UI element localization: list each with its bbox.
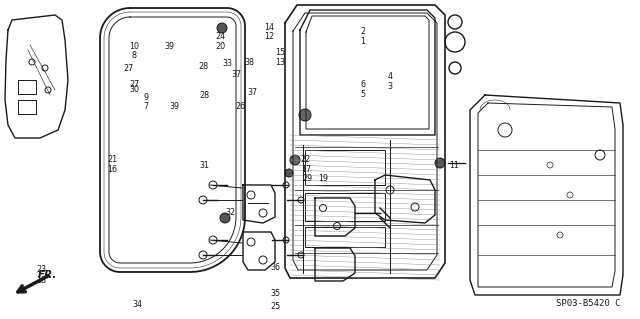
Text: 9: 9 — [143, 93, 148, 102]
Text: SP03-B5420 C: SP03-B5420 C — [556, 299, 620, 308]
Circle shape — [217, 23, 227, 33]
Text: 24: 24 — [216, 32, 226, 41]
Text: 19: 19 — [318, 174, 328, 183]
Text: 27: 27 — [123, 64, 133, 73]
Text: FR.: FR. — [38, 270, 58, 280]
Text: 37: 37 — [248, 88, 258, 97]
Text: 11: 11 — [449, 161, 460, 170]
Text: 17: 17 — [301, 165, 311, 174]
Circle shape — [290, 155, 300, 165]
Text: 27: 27 — [129, 80, 140, 89]
Text: 6: 6 — [360, 80, 365, 89]
Text: 29: 29 — [302, 174, 312, 183]
Text: 36: 36 — [270, 263, 280, 272]
Text: 15: 15 — [275, 48, 285, 57]
Text: 26: 26 — [235, 102, 245, 111]
Circle shape — [285, 169, 293, 177]
Text: 8: 8 — [132, 51, 137, 60]
Text: 28: 28 — [198, 63, 209, 71]
Text: 30: 30 — [129, 85, 140, 94]
Text: 33: 33 — [222, 59, 232, 68]
Bar — [18, 80, 36, 94]
Text: 2: 2 — [360, 27, 365, 36]
Text: 25: 25 — [270, 302, 280, 311]
Text: 20: 20 — [216, 42, 226, 51]
Text: 7: 7 — [143, 102, 148, 111]
Text: 39: 39 — [169, 102, 179, 111]
Text: 32: 32 — [225, 208, 236, 217]
Text: 18: 18 — [36, 276, 47, 285]
Text: 12: 12 — [264, 32, 274, 41]
Text: 39: 39 — [164, 42, 175, 51]
Text: 3: 3 — [388, 82, 393, 91]
Text: 22: 22 — [301, 155, 311, 164]
Bar — [305, 227, 385, 247]
Text: 4: 4 — [388, 72, 393, 81]
Text: 1: 1 — [360, 37, 365, 46]
Text: 14: 14 — [264, 23, 274, 32]
Text: 16: 16 — [107, 165, 117, 174]
Text: 38: 38 — [244, 58, 255, 67]
Circle shape — [435, 158, 445, 168]
Text: 31: 31 — [200, 161, 210, 170]
Text: 13: 13 — [275, 58, 285, 67]
Text: 23: 23 — [36, 265, 47, 274]
Text: 5: 5 — [360, 90, 365, 99]
Circle shape — [220, 213, 230, 223]
Text: 34: 34 — [132, 300, 143, 309]
Circle shape — [299, 109, 311, 121]
Text: 37: 37 — [232, 70, 242, 79]
Bar — [305, 150, 385, 185]
Bar — [305, 193, 385, 221]
Text: 35: 35 — [270, 289, 280, 298]
Text: 21: 21 — [107, 155, 117, 164]
Text: 10: 10 — [129, 42, 140, 51]
Bar — [18, 100, 36, 114]
Text: 28: 28 — [200, 91, 210, 100]
